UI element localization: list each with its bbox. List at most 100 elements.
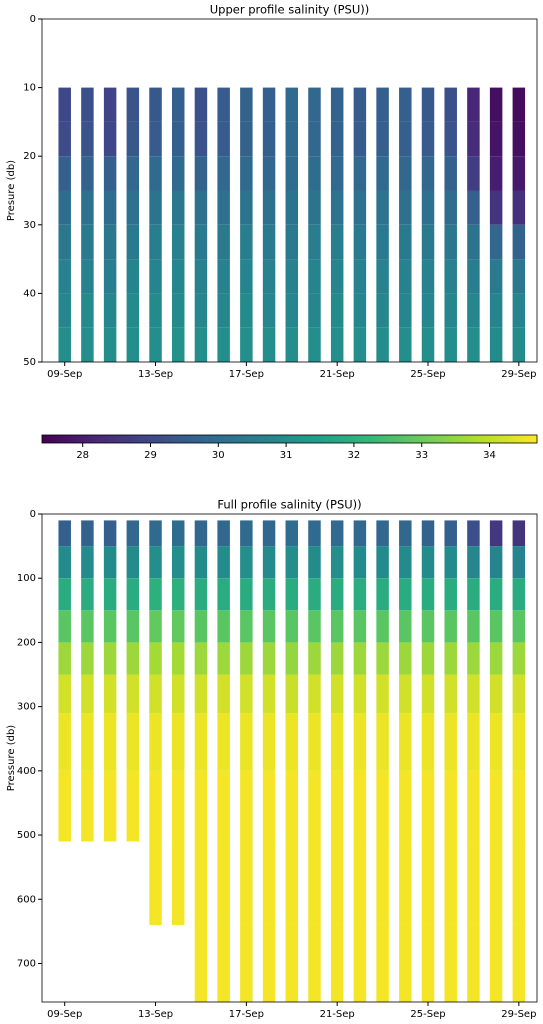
salinity-cell: [103, 520, 117, 547]
salinity-cell: [58, 642, 71, 675]
salinity-cell: [217, 327, 230, 362]
salinity-cell: [217, 520, 230, 547]
salinity-cell: [376, 770, 389, 842]
salinity-cell: [444, 520, 457, 547]
salinity-cell: [81, 121, 94, 157]
salinity-cell: [444, 578, 457, 611]
salinity-cell: [376, 121, 389, 157]
salinity-cell: [330, 924, 344, 1002]
salinity-cell: [217, 924, 230, 1002]
salinity-cell: [171, 156, 185, 191]
salinity-cell: [353, 293, 367, 328]
salinity-cell: [103, 770, 117, 842]
salinity-cell: [489, 520, 503, 547]
salinity-cell: [353, 546, 367, 579]
salinity-cell: [81, 770, 94, 842]
salinity-cell: [194, 713, 208, 771]
salinity-cell: [285, 841, 299, 925]
salinity-cell: [149, 259, 162, 294]
salinity-cell: [376, 578, 389, 611]
salinity-cell: [421, 841, 435, 925]
salinity-cell: [376, 156, 389, 191]
salinity-cell: [194, 327, 208, 362]
salinity-cell: [171, 841, 185, 925]
salinity-cell: [353, 190, 367, 225]
salinity-cell: [399, 156, 412, 191]
x-tick-label: 13-Sep: [138, 1009, 173, 1020]
salinity-cell: [126, 546, 140, 579]
salinity-cell: [512, 841, 526, 925]
salinity-cell: [353, 327, 367, 362]
salinity-cell: [399, 642, 412, 675]
salinity-cell: [399, 841, 412, 925]
salinity-cell: [489, 642, 503, 675]
salinity-cell: [308, 293, 321, 328]
salinity-cell: [376, 520, 389, 547]
salinity-cell: [81, 546, 94, 579]
salinity-cell: [149, 713, 162, 771]
salinity-cell: [103, 121, 117, 157]
salinity-cell: [467, 841, 480, 925]
salinity-cell: [217, 642, 230, 675]
salinity-cell: [171, 293, 185, 328]
y-axis-label: Presure (db): [6, 160, 17, 221]
salinity-cell: [330, 610, 344, 643]
salinity-cell: [512, 674, 526, 714]
salinity-cell: [467, 924, 480, 1002]
salinity-cell: [149, 841, 162, 925]
salinity-cell: [149, 224, 162, 260]
salinity-cell: [194, 924, 208, 1002]
salinity-cell: [240, 770, 253, 842]
salinity-cell: [421, 713, 435, 771]
salinity-cell: [376, 87, 389, 122]
salinity-cell: [240, 259, 253, 294]
salinity-cell: [262, 770, 276, 842]
salinity-cell: [217, 121, 230, 157]
salinity-cell: [512, 770, 526, 842]
salinity-cell: [489, 713, 503, 771]
salinity-cell: [353, 713, 367, 771]
salinity-cell: [262, 520, 276, 547]
salinity-cell: [421, 578, 435, 611]
salinity-cell: [171, 520, 185, 547]
salinity-cell: [467, 713, 480, 771]
salinity-cell: [489, 924, 503, 1002]
salinity-cell: [489, 259, 503, 294]
salinity-cell: [285, 770, 299, 842]
salinity-cell: [444, 642, 457, 675]
salinity-cell: [467, 87, 480, 122]
salinity-cell: [421, 87, 435, 122]
salinity-cell: [421, 546, 435, 579]
salinity-cell: [58, 87, 71, 122]
salinity-cell: [421, 610, 435, 643]
salinity-cell: [308, 259, 321, 294]
salinity-cell: [126, 713, 140, 771]
salinity-cell: [149, 327, 162, 362]
salinity-cell: [467, 770, 480, 842]
salinity-cell: [126, 770, 140, 842]
salinity-cell: [285, 546, 299, 579]
salinity-cell: [376, 190, 389, 225]
salinity-cell: [308, 674, 321, 714]
colorbar-tick-label: 32: [348, 450, 361, 461]
salinity-cell: [217, 674, 230, 714]
salinity-cell: [399, 259, 412, 294]
salinity-cell: [330, 841, 344, 925]
salinity-cell: [149, 578, 162, 611]
salinity-cell: [376, 713, 389, 771]
salinity-cell: [353, 520, 367, 547]
salinity-cell: [81, 293, 94, 328]
salinity-cell: [58, 121, 71, 157]
salinity-cell: [217, 713, 230, 771]
salinity-cell: [194, 610, 208, 643]
salinity-cell: [512, 713, 526, 771]
chart-title: Upper profile salinity (PSU)): [210, 3, 369, 17]
salinity-cell: [285, 190, 299, 225]
x-tick-label: 29-Sep: [501, 1009, 536, 1020]
salinity-cell: [489, 546, 503, 579]
salinity-cell: [171, 713, 185, 771]
salinity-cell: [285, 713, 299, 771]
x-tick-label: 09-Sep: [47, 1009, 82, 1020]
salinity-cell: [444, 674, 457, 714]
salinity-cell: [262, 156, 276, 191]
